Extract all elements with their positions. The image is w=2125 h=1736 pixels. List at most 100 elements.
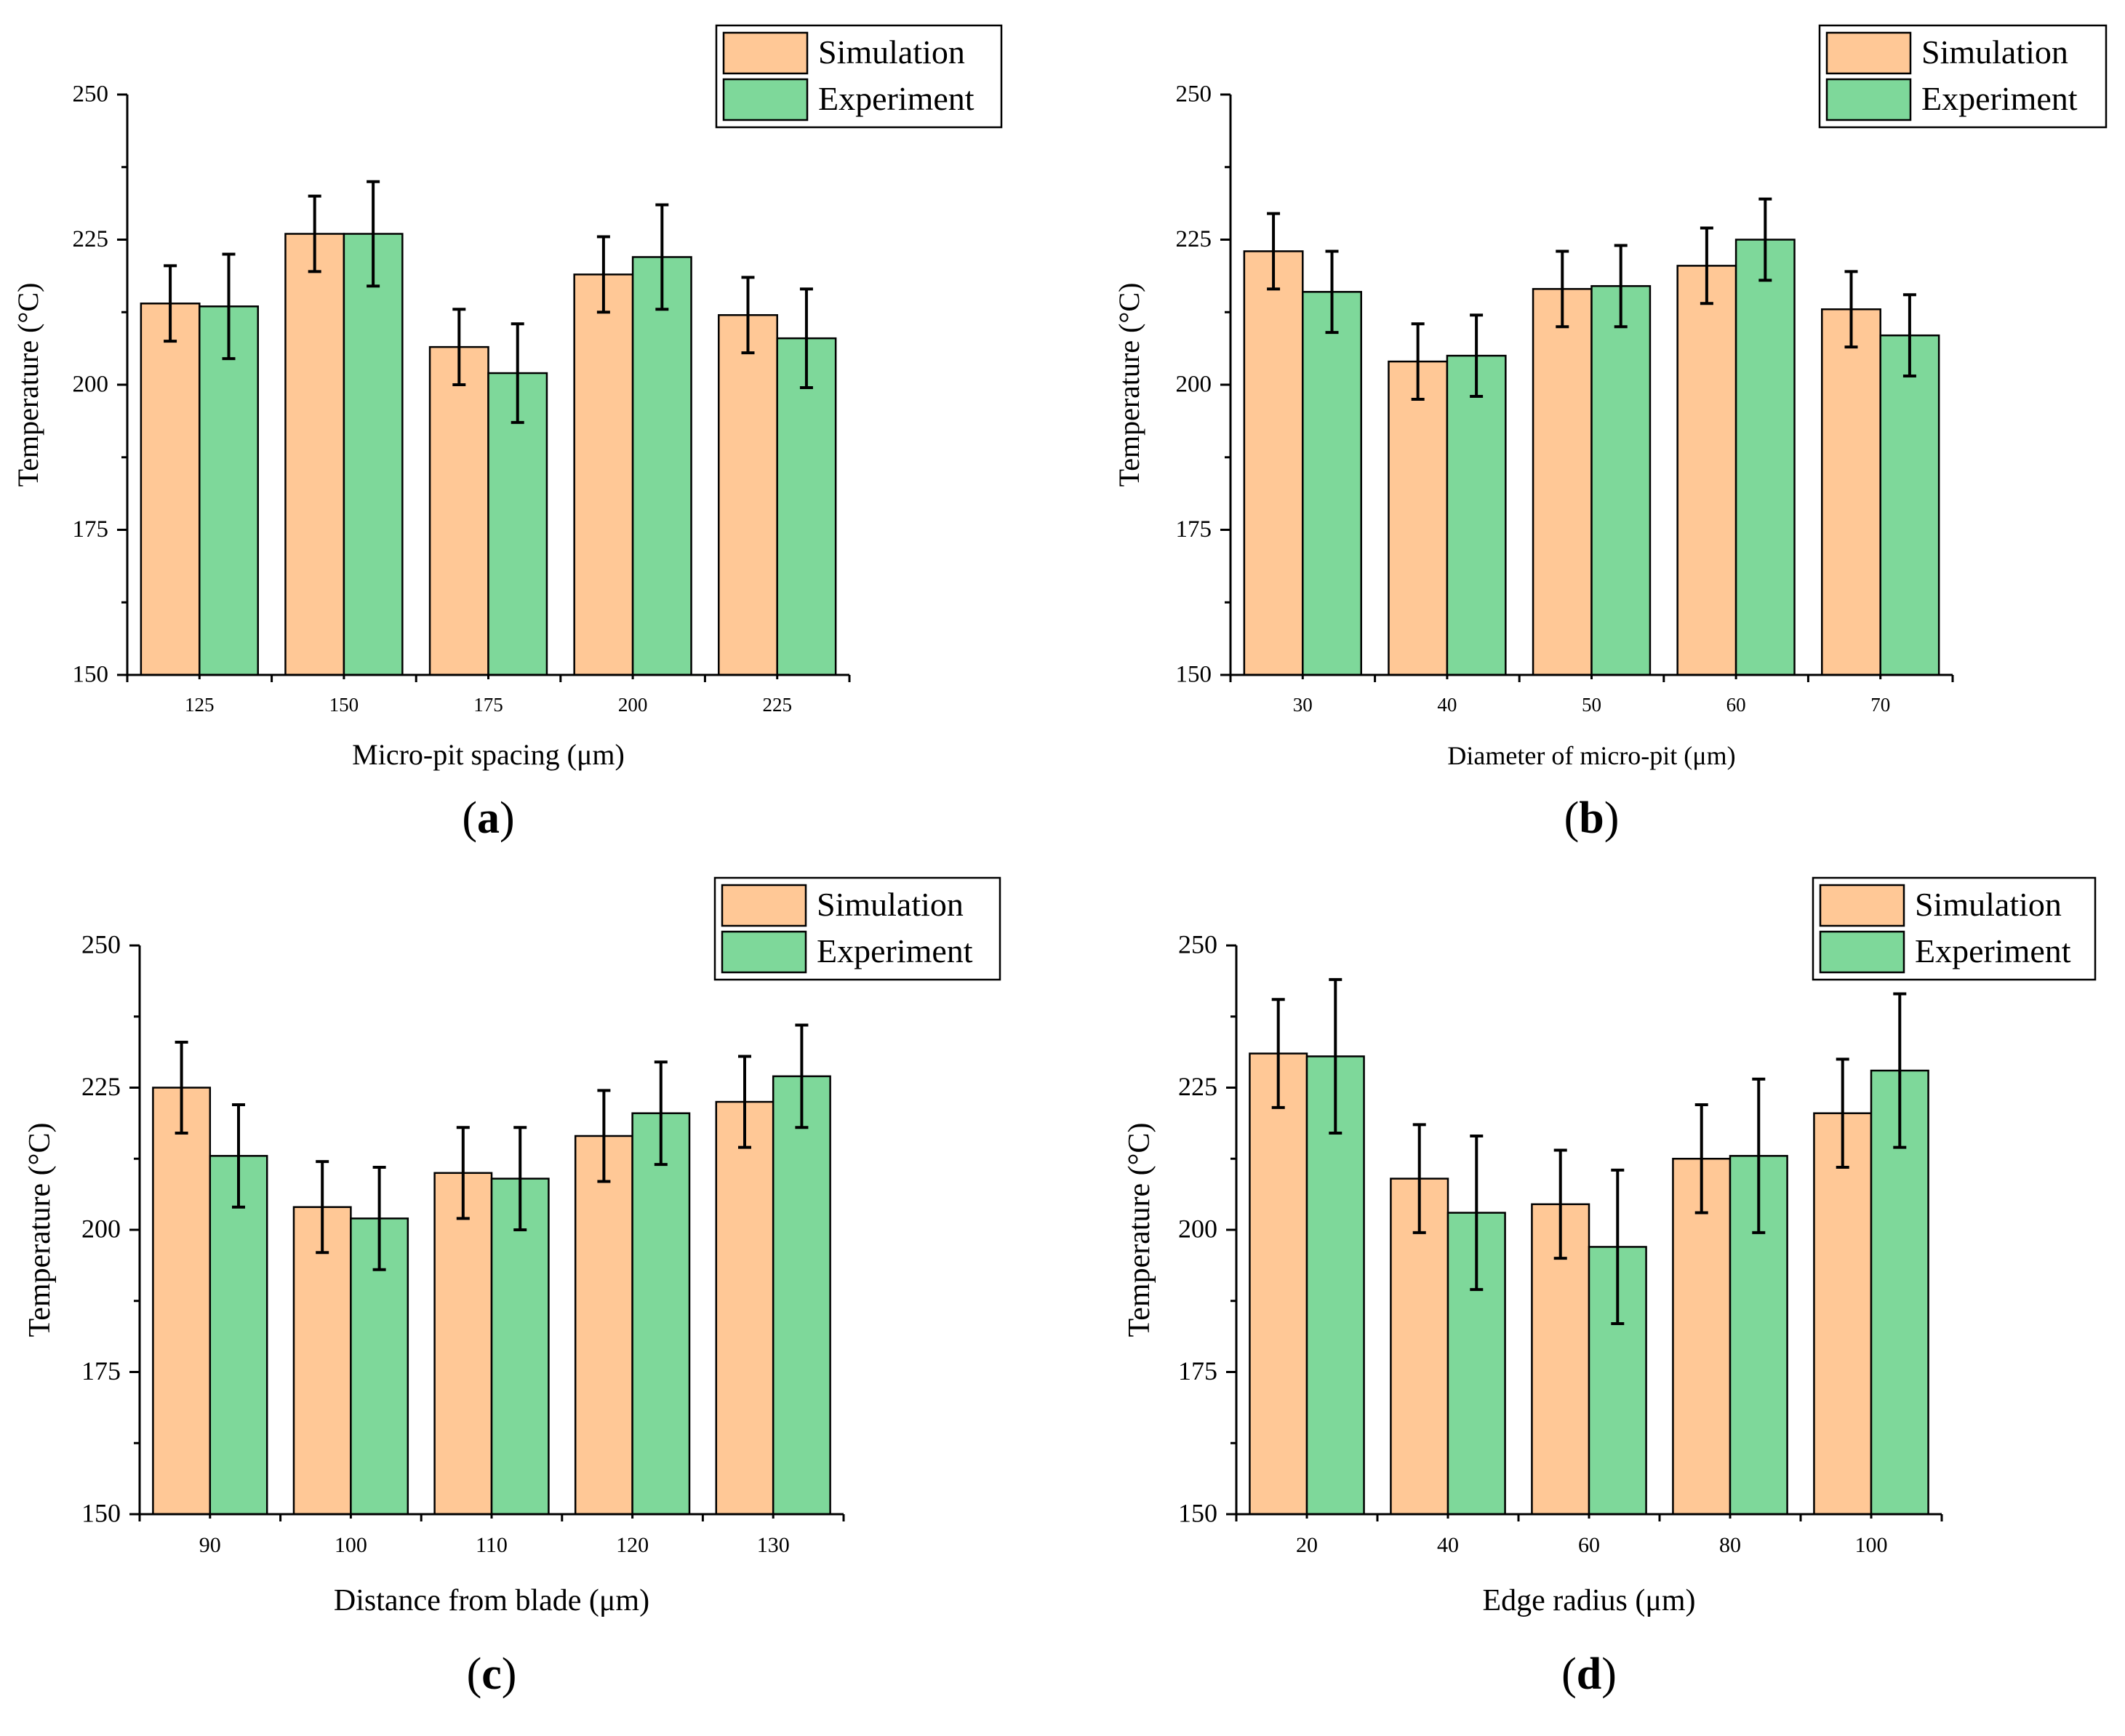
error-bar-simulation-80 [1694,1103,1708,1215]
legend-swatch-simulation [1825,31,1912,75]
error-bar-experiment-225 [799,287,813,389]
y-tick-label-200: 200 [81,1215,121,1244]
x-tick-label-40: 40 [1437,694,1457,716]
bar-experiment-60 [1734,239,1796,676]
x-tick-label-110: 110 [476,1533,508,1557]
error-bar-simulation-200 [596,235,610,314]
error-bar-experiment-100 [1893,992,1907,1149]
error-bar-simulation-90 [175,1040,188,1135]
y-tick-label-175: 175 [81,1356,121,1385]
x-tick-label-100: 100 [1855,1533,1888,1557]
y-axis-title: Temperature (°C) [23,1123,57,1337]
x-tick-label-30: 30 [1293,694,1313,716]
y-tick-label-250: 250 [1178,930,1217,959]
legend-label-simulation: Simulation [1921,33,2068,71]
y-tick-label-175: 175 [1176,516,1212,543]
y-tick-label-150: 150 [81,1499,121,1528]
bar-experiment-150 [343,233,404,676]
x-tick-label-120: 120 [616,1533,649,1557]
bar-experiment-40 [1446,354,1507,676]
bar-simulation-50 [1532,288,1593,676]
panel-label-close: ) [1601,1649,1617,1699]
error-bar-simulation-30 [1267,212,1281,291]
legend-swatch-simulation [722,31,809,75]
bar-simulation-175 [428,345,489,676]
error-bar-experiment-125 [222,252,236,361]
error-bar-experiment-20 [1329,977,1342,1135]
bar-experiment-225 [776,337,837,676]
y-tick-label-250: 250 [73,81,109,107]
legend-swatch-experiment [1825,78,1912,121]
x-tick-label-100: 100 [335,1533,367,1557]
error-bar-experiment-175 [511,322,524,424]
error-bar-simulation-40 [1411,322,1425,401]
legend-label-simulation: Simulation [1915,886,2062,923]
panel-label-open: ( [1561,1649,1577,1699]
x-tick-label-200: 200 [618,694,648,716]
bar-simulation-100 [292,1206,352,1516]
x-tick-label-90: 90 [199,1533,221,1557]
x-tick-label-225: 225 [762,694,792,716]
panel-label-letter: d [1577,1649,1601,1699]
legend-label-experiment: Experiment [1921,80,2078,117]
bar-simulation-70 [1821,308,1881,676]
x-axis-title: Distance from blade (μm) [334,1584,649,1617]
x-tick-label-70: 70 [1870,694,1890,716]
panel-label-open: ( [1564,793,1580,843]
panel-label-letter: b [1579,793,1604,843]
legend-label-simulation: Simulation [817,886,964,923]
legend: Simulation Experiment [715,24,1003,129]
panel-label: (b) [1564,793,1620,843]
error-bar-simulation-150 [308,194,321,273]
error-bar-experiment-40 [1470,1134,1484,1292]
legend-swatch-experiment [722,78,809,121]
panel-label: (c) [467,1649,517,1699]
legend-label-experiment: Experiment [1915,932,2071,969]
panel-b: 150 175 200 225 250 30 40 50 60 70 Diameter of mic… [1113,24,2108,843]
bar-simulation-90 [152,1087,212,1516]
error-bar-experiment-30 [1325,249,1339,335]
bar-simulation-120 [574,1135,633,1516]
error-bar-experiment-90 [232,1103,246,1209]
panel-label-close: ) [1604,793,1620,843]
legend-swatch-experiment [721,930,807,974]
x-axis-title: Micro-pit spacing (μm) [352,738,625,771]
bar-simulation-150 [284,233,345,676]
x-tick-label-80: 80 [1719,1533,1741,1557]
y-tick-label-200: 200 [1178,1215,1217,1244]
bar-experiment-30 [1302,291,1362,676]
error-bar-simulation-60 [1553,1148,1567,1260]
bar-simulation-225 [718,313,778,676]
error-bar-experiment-200 [655,203,669,311]
bar-experiment-120 [631,1112,691,1516]
x-axis-title: Diameter of micro-pit (μm) [1447,741,1735,770]
bar-simulation-125 [140,303,201,676]
y-tick-label-250: 250 [1176,81,1212,107]
legend-label-experiment: Experiment [818,80,975,117]
x-tick-label-50: 50 [1582,694,1601,716]
x-tick-label-175: 175 [473,694,503,716]
bar-simulation-100 [1813,1112,1873,1516]
panel-label-close: ) [502,1649,517,1699]
error-bar-simulation-40 [1412,1123,1426,1234]
y-tick-label-175: 175 [1178,1356,1217,1385]
error-bar-simulation-175 [452,308,466,386]
panel-label: (d) [1561,1649,1617,1699]
legend: Simulation Experiment [1812,876,2097,981]
bar-experiment-50 [1590,285,1652,676]
bar-experiment-110 [490,1177,550,1516]
error-bar-simulation-225 [741,276,755,355]
bar-simulation-110 [433,1172,493,1516]
y-axis-title: Temperature (°C) [12,283,44,487]
legend: Simulation Experiment [1818,24,2108,129]
error-bar-experiment-40 [1470,313,1484,398]
bar-experiment-90 [209,1155,268,1516]
y-tick-label-225: 225 [1178,1072,1217,1101]
error-bar-simulation-125 [164,264,177,343]
error-bar-experiment-70 [1902,293,1916,378]
bar-experiment-175 [487,372,548,676]
x-tick-label-40: 40 [1437,1533,1459,1557]
error-bar-experiment-100 [372,1165,386,1271]
bar-simulation-200 [573,273,634,676]
